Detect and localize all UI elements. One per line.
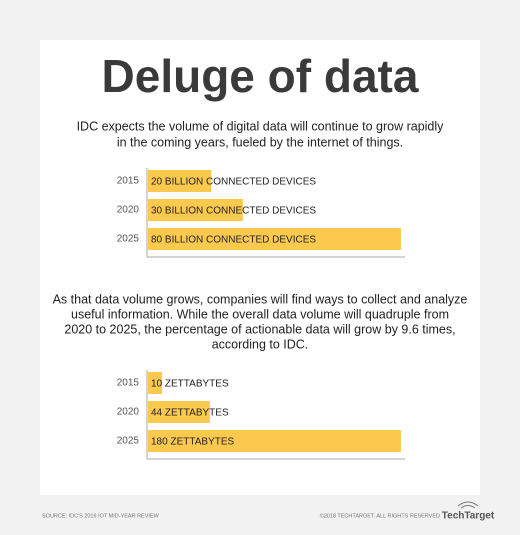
value-label: 80 BILLION CONNECTED DEVICES — [151, 235, 316, 246]
bar — [148, 228, 401, 250]
source: SOURCE: IDC'S 2016 IOT MID-YEAR REVIEW — [42, 513, 160, 519]
intro-line: IDC expects the volume of digital data w… — [77, 119, 445, 133]
bar — [148, 199, 243, 221]
y-tick-label: 2015 — [117, 176, 140, 187]
panel — [40, 40, 480, 495]
title: Deluge of data — [102, 50, 419, 102]
y-tick-label: 2025 — [117, 234, 140, 245]
logo-mark — [457, 501, 479, 509]
value-label: 20 BILLION CONNECTED DEVICES — [151, 177, 316, 188]
value-label: 180 ZETTABYTES — [151, 437, 235, 448]
y-tick-label: 2020 — [117, 407, 140, 418]
bar — [148, 372, 163, 394]
y-tick-label: 2015 — [117, 378, 140, 389]
bar — [148, 401, 210, 423]
description-line: according to IDC. — [212, 337, 309, 351]
value-label: 44 ZETTABYTES — [151, 408, 229, 419]
y-tick-label: 2020 — [117, 205, 140, 216]
description-line: As that data volume grows, companies wil… — [53, 292, 468, 306]
value-label: 30 BILLION CONNECTED DEVICES — [151, 206, 316, 217]
bar — [148, 430, 401, 452]
logo: TechTarget — [442, 511, 495, 522]
copyright: ©2018 TECHTARGET. ALL RIGHTS RESERVED — [320, 512, 440, 519]
description-line: 2020 to 2025, the percentage of actionab… — [64, 322, 455, 336]
description-line: useful information. While the overall da… — [71, 307, 449, 321]
intro-line: in the coming years, fueled by the inter… — [117, 135, 403, 149]
value-label: 10 ZETTABYTES — [151, 379, 229, 390]
bar — [148, 170, 212, 192]
y-tick-label: 2025 — [117, 436, 140, 447]
